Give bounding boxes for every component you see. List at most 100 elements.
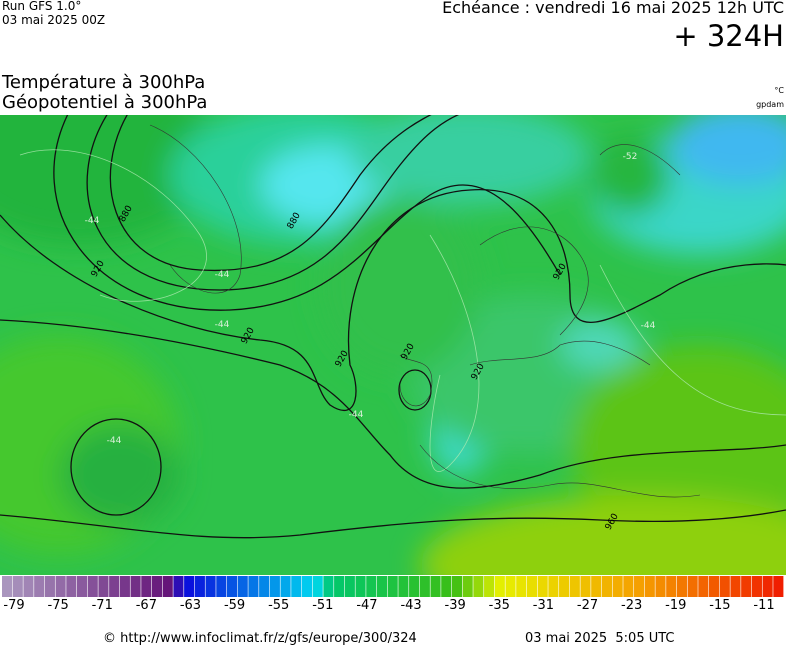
color-swatch [151,576,163,597]
temperature-contours [19,149,786,472]
colorbar-label: -47 [356,598,377,613]
color-swatch [612,576,623,597]
color-swatch [387,576,398,597]
color-swatch [430,576,441,597]
contour-label: -44 [641,321,656,331]
color-swatch [398,576,409,597]
contour-label: -44 [349,410,364,420]
color-swatch [259,576,270,597]
color-swatch [730,576,741,597]
color-swatch [184,576,195,597]
run-date: 03 mai 2025 00Z [2,13,106,27]
color-swatch [109,576,120,597]
color-swatch [569,576,580,597]
color-swatch [141,576,152,597]
unit-label: gpdam [756,100,784,109]
color-swatch [526,576,538,597]
color-swatch [23,576,34,597]
color-swatch [516,576,527,597]
color-swatch [644,576,655,597]
contour-label: -44 [85,216,100,226]
color-swatch [559,576,570,597]
colorbar-label: -43 [400,598,421,613]
color-swatch [580,576,591,597]
contour-label: -44 [215,270,230,280]
color-swatch [248,576,259,597]
coastlines [149,124,701,498]
color-swatch [741,576,752,597]
color-swatch [76,576,88,597]
lead-time: + 324H [673,19,784,53]
color-swatch [762,576,773,597]
color-swatch [462,576,473,597]
color-swatch [226,576,238,597]
color-swatch [269,576,280,597]
colorbar-label: -11 [753,598,774,613]
color-swatch [419,576,430,597]
contour-label: -44 [107,436,122,446]
colorbar-label: -15 [709,598,730,613]
color-swatch [655,576,666,597]
colorbar-label: -55 [268,598,289,613]
contour-label: -52 [623,152,638,162]
color-swatch [323,576,334,597]
color-swatch [773,576,784,597]
title-line: Géopotentiel à 300hPa [2,92,208,113]
color-swatch [505,576,516,597]
color-swatch [494,576,505,597]
color-swatch [634,576,645,597]
colorbar-label: -35 [489,598,510,613]
color-swatch [44,576,55,597]
color-swatch [55,576,66,597]
color-swatch [409,576,420,597]
color-swatch [34,576,45,597]
colorbar-label: -71 [92,598,113,613]
color-swatch [355,576,366,597]
issue-date: 03 mai 2025 5:05 UTC [525,631,675,646]
geopotential-contours [0,115,786,539]
unit-label: °C [774,86,784,95]
color-swatch [751,576,762,597]
color-swatch [623,576,634,597]
color-swatch [366,576,377,597]
colorbar-label: -51 [312,598,333,613]
colorbar-label: -27 [577,598,598,613]
colorbar-label: -79 [3,598,24,613]
color-swatch [376,576,388,597]
colorbar-label: -23 [621,598,642,613]
contour-label: -44 [215,320,230,330]
color-swatch [709,576,720,597]
color-swatch [601,576,613,597]
color-swatch [291,576,302,597]
color-swatch [130,576,141,597]
colorbar: -79 -75 -71 -67 -63 -59 -55 -51 -47 -43 -39 -35 -31 -… [2,576,784,613]
color-swatch [537,576,548,597]
color-swatch [216,576,227,597]
color-swatch [301,576,313,597]
source-url: © http://www.infoclimat.fr/z/gfs/europe/… [103,631,417,646]
color-swatch [119,576,130,597]
temperature-field [0,115,786,575]
colorbar-label: -31 [533,598,554,613]
color-swatch [66,576,77,597]
color-swatch [194,576,205,597]
color-swatch [484,576,495,597]
echeance: Echéance : vendredi 16 mai 2025 12h UTC [442,0,784,17]
color-swatch [548,576,559,597]
color-swatch [666,576,677,597]
color-swatch [12,576,23,597]
color-swatch [280,576,291,597]
colorbar-label: -59 [224,598,245,613]
title-line: Température à 300hPa [2,72,206,93]
colorbar-label: -63 [180,598,201,613]
color-swatch [2,576,13,597]
color-swatch [451,576,463,597]
color-swatch [334,576,345,597]
run-label: Run GFS 1.0° [2,0,82,13]
color-swatch [473,576,484,597]
color-swatch [591,576,602,597]
colorbar-label: -39 [445,598,466,613]
colorbar-label: -67 [136,598,157,613]
